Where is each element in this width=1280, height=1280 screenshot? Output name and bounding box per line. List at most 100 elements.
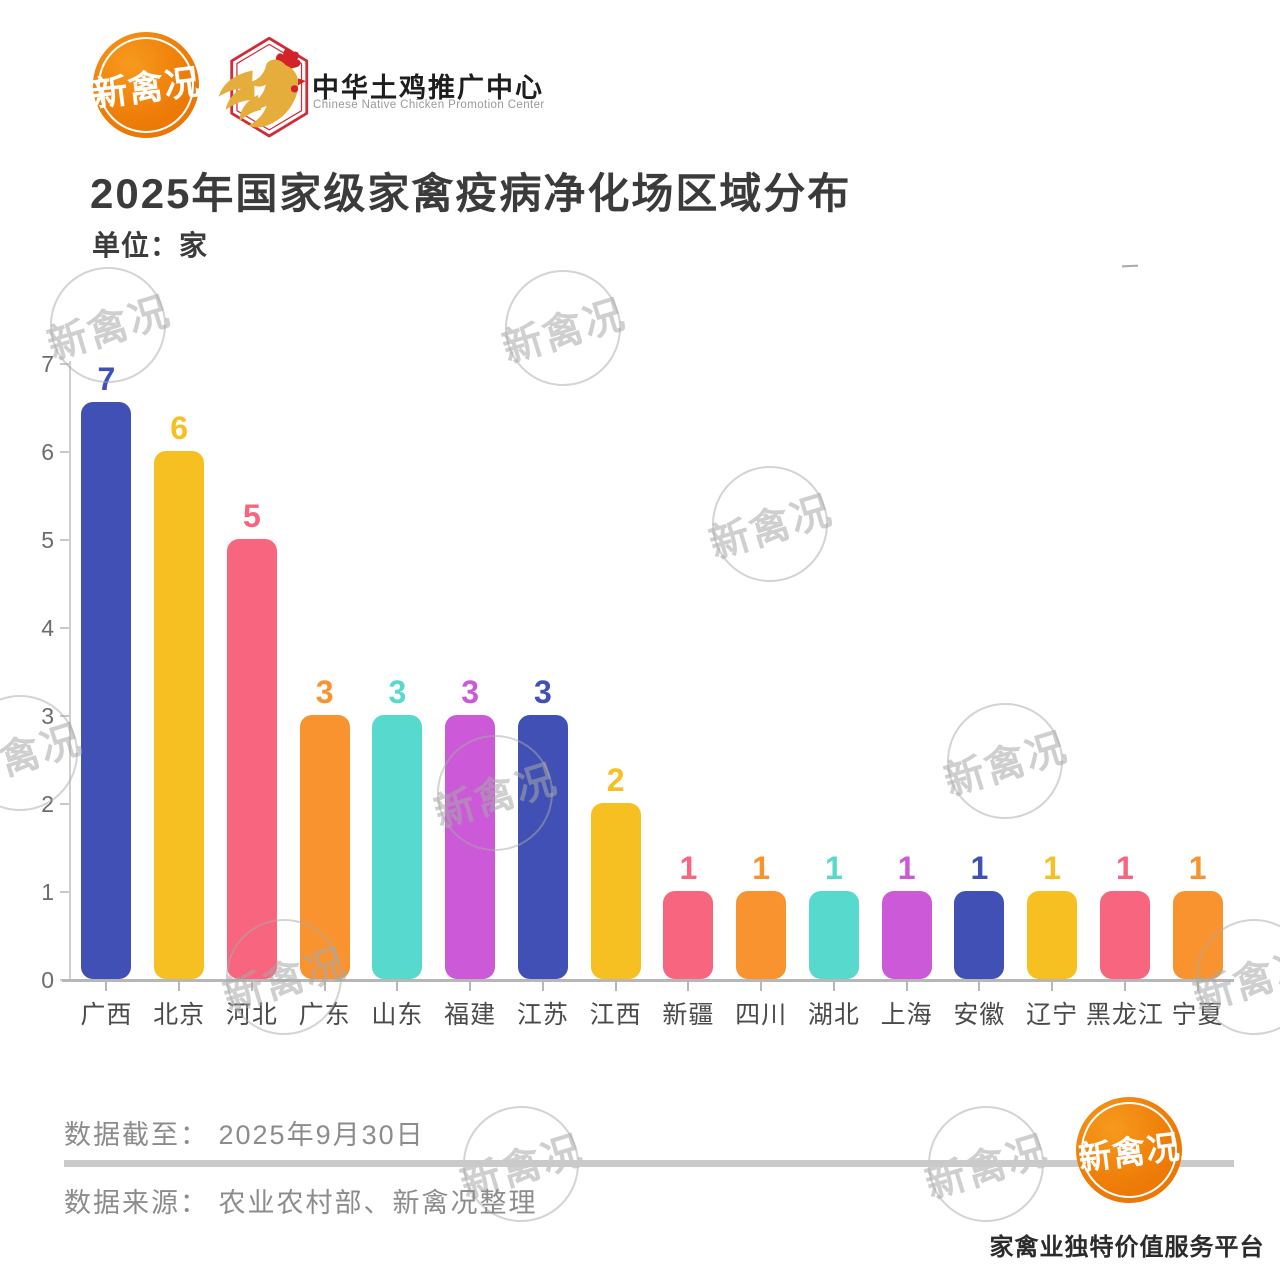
x-axis-label: 广西 bbox=[80, 1001, 133, 1029]
bar-value-label: 1 bbox=[679, 850, 698, 886]
x-axis-label: 上海 bbox=[880, 1001, 933, 1029]
y-axis-label: 6 bbox=[41, 439, 54, 465]
bar-column: 5 河北 bbox=[216, 363, 289, 1029]
x-axis-tick bbox=[541, 982, 544, 991]
y-axis-label: 1 bbox=[41, 879, 54, 905]
bar-value-label: 2 bbox=[606, 762, 625, 798]
org-name-en: Chinese Native Chicken Promotion Center bbox=[313, 99, 545, 111]
x-axis-tick bbox=[687, 982, 690, 991]
x-axis-label: 四川 bbox=[735, 1001, 788, 1029]
bar-value-label: 3 bbox=[461, 674, 480, 710]
x-axis-tick bbox=[1051, 982, 1054, 991]
bar-column: 1 四川 bbox=[725, 363, 798, 1029]
bar bbox=[226, 539, 277, 979]
x-axis-label: 江西 bbox=[589, 1001, 642, 1029]
bar-value-label: 5 bbox=[242, 498, 261, 534]
bar-value-label: 1 bbox=[1188, 850, 1207, 886]
x-axis-line bbox=[62, 979, 1234, 982]
bar-value-label: 1 bbox=[824, 850, 843, 886]
bar-value-label: 3 bbox=[533, 674, 552, 710]
bar-value-label: 1 bbox=[1115, 850, 1134, 886]
y-axis-label: 3 bbox=[41, 703, 54, 729]
x-axis-tick bbox=[978, 982, 981, 991]
x-axis-label: 安徽 bbox=[953, 1001, 1006, 1029]
x-axis-tick bbox=[250, 982, 253, 991]
x-axis-label: 宁夏 bbox=[1171, 1001, 1224, 1029]
y-axis-tick bbox=[60, 715, 69, 717]
y-axis-tick bbox=[60, 803, 69, 805]
y-axis-label: 2 bbox=[41, 791, 54, 817]
bar-column: 2 江西 bbox=[579, 363, 652, 1029]
data-cutoff-text: 数据截至： 2025年9月30日 bbox=[64, 1120, 425, 1150]
bar-value-label: 1 bbox=[897, 850, 916, 886]
x-axis-tick bbox=[469, 982, 472, 991]
brand-logo: 新禽况 bbox=[90, 32, 202, 138]
bar-column: 3 江苏 bbox=[507, 363, 580, 1029]
bar bbox=[590, 803, 641, 979]
rooster-badge-icon bbox=[218, 36, 309, 138]
bar bbox=[372, 715, 423, 979]
watermark-text: 新禽况 bbox=[497, 292, 631, 372]
x-axis-tick bbox=[178, 982, 181, 991]
data-source-text: 数据来源： 农业农村部、新禽况整理 bbox=[64, 1188, 538, 1218]
y-axis-label: 4 bbox=[41, 615, 54, 641]
x-axis-tick bbox=[905, 982, 908, 991]
bar-column: 1 湖北 bbox=[798, 363, 871, 1029]
bar bbox=[154, 451, 205, 979]
org-name: 中华土鸡推广中心 bbox=[312, 73, 544, 103]
bar-column: 1 上海 bbox=[870, 363, 943, 1029]
unit-label: 单位：家 bbox=[92, 230, 209, 261]
bar-column: 1 安徽 bbox=[943, 363, 1016, 1029]
x-axis-label: 湖北 bbox=[807, 1001, 860, 1029]
bar bbox=[736, 891, 787, 979]
bar-column: 1 新疆 bbox=[652, 363, 725, 1029]
x-axis-tick bbox=[105, 982, 108, 991]
bar-value-label: 6 bbox=[170, 410, 189, 446]
bar-value-label: 3 bbox=[388, 674, 407, 710]
bar-value-label: 1 bbox=[970, 850, 989, 886]
bar bbox=[663, 891, 714, 979]
plot-area: 7 广西 6 北京 5 河北 3 广东 3 山东 3 福建 3 江苏 2 江西 1 新疆 1 四川 1 湖北 1 上海 1 安徽 1… bbox=[70, 361, 1234, 1029]
x-axis-tick bbox=[396, 982, 399, 991]
y-axis-tick bbox=[60, 539, 69, 541]
bar-column: 7 广西 bbox=[70, 361, 143, 1029]
bar bbox=[1027, 891, 1078, 979]
x-axis-tick bbox=[1123, 982, 1126, 991]
x-axis-label: 河北 bbox=[225, 1001, 278, 1029]
x-axis-tick bbox=[832, 982, 835, 991]
x-axis-label: 北京 bbox=[153, 1001, 206, 1029]
bar bbox=[954, 891, 1005, 979]
y-axis-label: 0 bbox=[41, 967, 54, 993]
bar-column: 3 广东 bbox=[288, 363, 361, 1029]
x-axis-label: 山东 bbox=[371, 1001, 424, 1029]
y-axis-tick bbox=[60, 627, 69, 629]
x-axis-label: 福建 bbox=[444, 1001, 497, 1029]
stray-mark bbox=[1121, 264, 1139, 268]
y-axis-tick bbox=[60, 363, 69, 365]
bar-column: 1 黑龙江 bbox=[1086, 363, 1163, 1029]
x-axis-label: 江苏 bbox=[516, 1001, 569, 1029]
bar bbox=[299, 715, 350, 979]
footer-divider bbox=[64, 1160, 1234, 1167]
bar-value-label: 3 bbox=[315, 674, 334, 710]
bar-column: 1 辽宁 bbox=[1016, 363, 1089, 1029]
brand-logo-text: 新禽况 bbox=[90, 62, 203, 114]
bar-column: 1 宁夏 bbox=[1161, 363, 1234, 1029]
x-axis-tick bbox=[1196, 982, 1199, 991]
chart-title: 2025年国家级家禽疫病净化场区域分布 bbox=[90, 170, 852, 217]
bar bbox=[1172, 891, 1223, 979]
bar-value-label: 1 bbox=[752, 850, 771, 886]
x-axis-tick bbox=[614, 982, 617, 991]
bar bbox=[517, 715, 568, 979]
bar bbox=[81, 402, 132, 979]
bar-value-label: 7 bbox=[97, 361, 116, 397]
bar-column: 3 山东 bbox=[361, 363, 434, 1029]
x-axis-tick bbox=[323, 982, 326, 991]
y-axis-tick bbox=[60, 451, 69, 453]
footer-tagline: 家禽业独特价值服务平台 bbox=[989, 1234, 1265, 1261]
x-axis-label: 黑龙江 bbox=[1085, 1001, 1164, 1029]
y-axis-tick bbox=[60, 891, 69, 893]
bar bbox=[808, 891, 859, 979]
brand-logo-footer-text: 新禽况 bbox=[1076, 1127, 1183, 1178]
